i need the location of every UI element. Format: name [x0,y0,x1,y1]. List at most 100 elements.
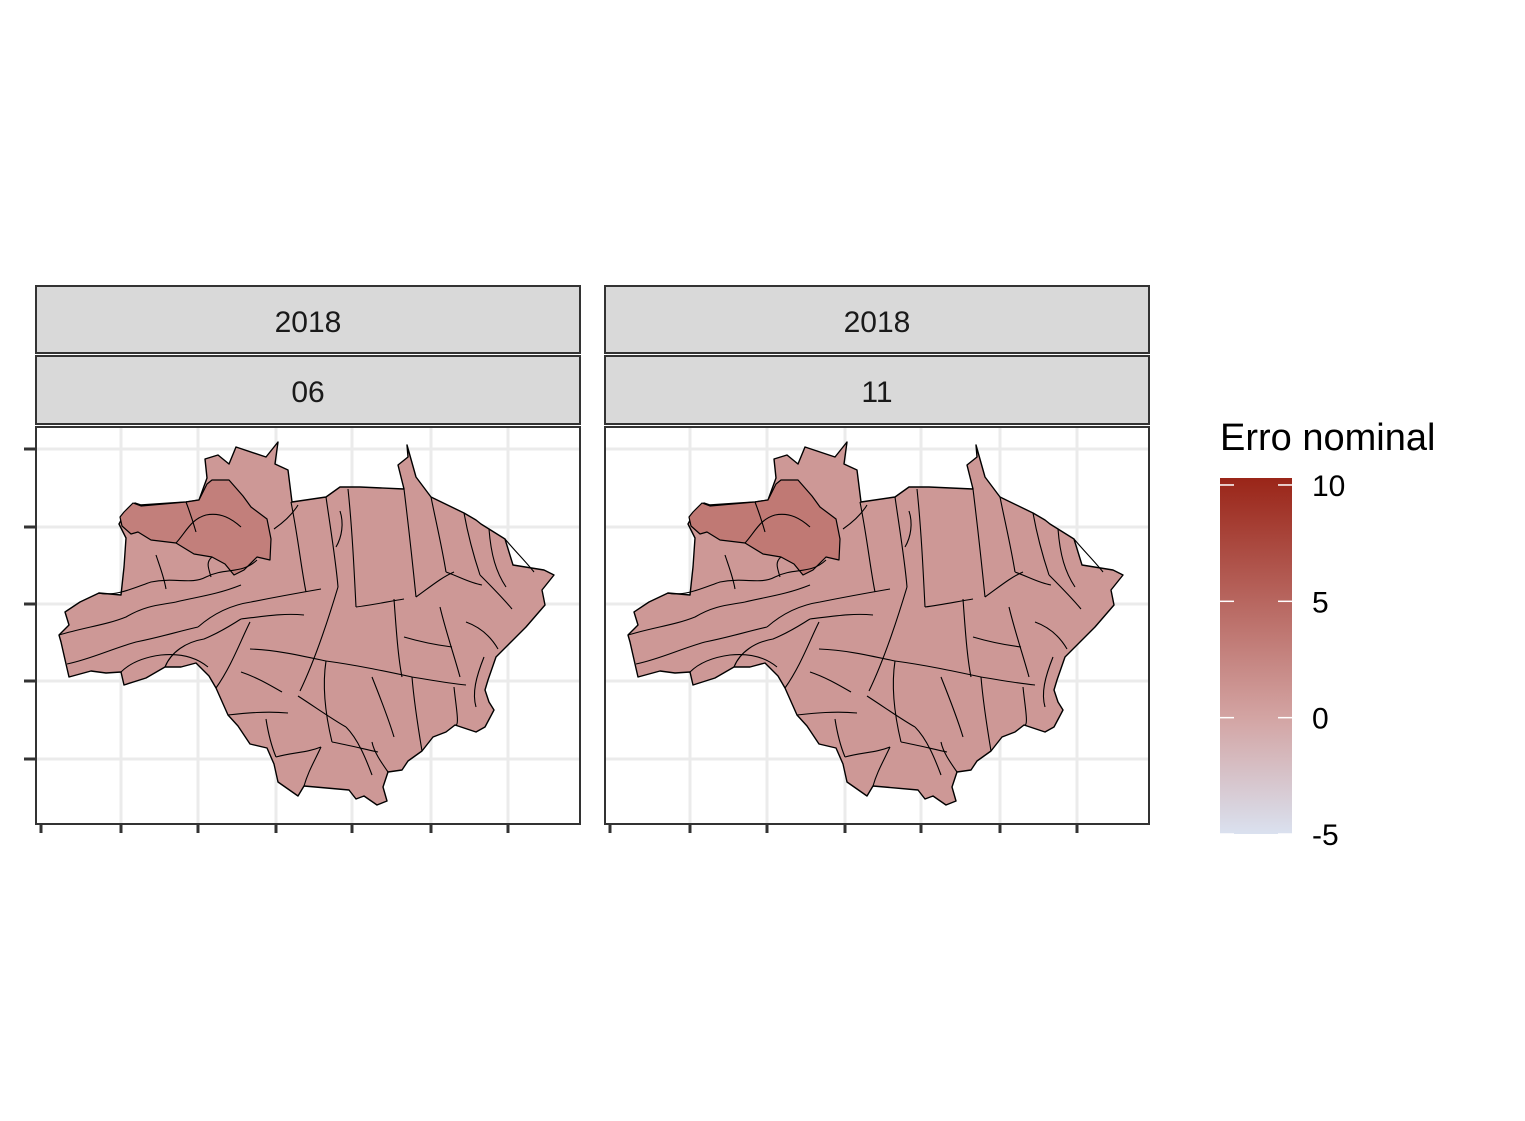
region-border-12 [325,660,467,686]
region-border-11 [818,648,896,662]
legend-breaks: 10 5 0 -5 [1220,470,1345,852]
region-border-39 [872,746,891,787]
region-border-36 [1022,686,1027,726]
facet-1-strip-top: 2018 [35,285,581,354]
panel-border [35,426,581,825]
region-border-9 [325,496,339,588]
region-borders [58,488,535,787]
region-highlight [119,479,272,576]
region-border-36 [453,686,458,726]
region-border-39 [303,746,322,787]
region-border-35 [1042,656,1054,708]
region-border-5 [197,588,322,628]
region-border-1 [627,584,811,636]
region-border-15 [796,711,858,716]
facet-1-strip-bottom-label: 06 [291,376,324,409]
region-map [627,441,1124,806]
region-border-14 [809,671,852,693]
region-border-23 [403,488,417,598]
region-border-31 [962,598,972,678]
region-border-41 [724,554,736,590]
region-border-27 [463,512,481,576]
region-border-22 [924,598,974,608]
region-border-4 [164,618,242,668]
region-border-26 [445,571,483,586]
region-border-40 [834,718,846,758]
region-border-12 [894,660,1036,686]
region-border-25 [430,496,447,573]
region-border-19 [345,726,373,776]
region-border-16 [275,746,322,758]
region-border-3 [689,653,778,673]
region-border-34 [403,636,453,648]
region-border-42 [207,556,213,578]
region-border-43 [842,504,868,530]
axis-ticks [608,824,1079,833]
region-border-5 [766,588,891,628]
region-border-21 [347,488,357,608]
region-border-6 [784,621,820,689]
region-border-26 [1014,571,1052,586]
legend-label-1: 5 [1312,586,1329,619]
region-border-2 [635,626,768,665]
region-border-44 [335,510,343,548]
region-border-18 [297,695,347,728]
facet-2: 2018 11 [604,285,1150,833]
region-border-17 [900,741,948,753]
facet-2-strip-bottom: 11 [604,355,1150,425]
region-border-41 [155,554,167,590]
region-highlight [688,479,841,576]
region-highlight-border-0 [175,513,242,544]
region-border-7 [240,613,305,620]
facet-1-strip-top-label: 2018 [275,306,342,339]
legend: Erro nominal 10 5 0 -5 [1220,417,1435,852]
legend-colorbar [1220,478,1292,834]
region-border-37 [980,676,992,752]
region-border-11 [249,648,327,662]
region-border-21 [916,488,926,608]
region-border-42 [776,556,782,578]
region-highlight-border-0 [744,513,811,544]
region-border-30 [1073,538,1104,573]
region-border-2 [66,626,199,665]
legend-label-3: -5 [1312,819,1339,852]
axis-ticks [24,447,510,833]
region-border-15 [227,711,289,716]
region-border-20 [371,676,395,738]
region-border-44 [904,510,912,548]
region-border-33 [465,621,499,650]
region-highlight-border-1 [754,501,766,533]
region-border-27 [1032,512,1050,576]
region-border-38 [371,741,389,773]
region-border-6 [215,621,251,689]
region-border-37 [411,676,423,752]
region-border-43 [273,504,299,530]
region-border-19 [914,726,942,776]
region-border-3 [120,653,209,673]
region-border-28 [479,574,513,610]
region-map [58,441,555,806]
region-border-35 [473,656,485,708]
region-border-10 [868,586,908,692]
facet-2-panel [604,426,1150,833]
legend-title: Erro nominal [1220,417,1435,459]
panel-border [604,426,1150,825]
region-border-32 [1008,606,1030,678]
region-border-4 [733,618,811,668]
region-border-7 [809,613,874,620]
region-border-0 [666,559,827,595]
region-border-29 [1057,528,1076,588]
region-border-13 [892,660,902,743]
facet-2-strip-top-label: 2018 [844,306,911,339]
region-border-31 [393,598,403,678]
facet-1-strip-bottom: 06 [35,355,581,425]
region-border-28 [1048,574,1082,610]
region-border-23 [972,488,986,598]
region-border-17 [331,741,379,753]
region-border-38 [940,741,958,773]
region-border-1 [58,584,242,636]
legend-label-2: 0 [1312,703,1329,736]
region-border-33 [1034,621,1068,650]
region-border-22 [355,598,405,608]
